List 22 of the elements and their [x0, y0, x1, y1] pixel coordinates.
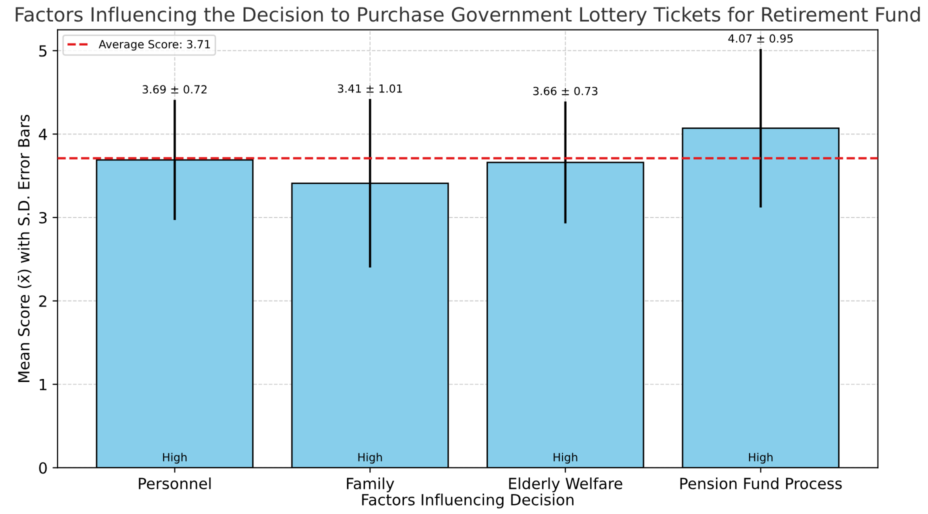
annotation: High: [163, 452, 187, 464]
x-axis-title: Factors Influencing Decision: [362, 494, 574, 508]
legend-label: Average Score: 3.71: [98, 40, 210, 51]
x-tick-label: Pension Fund Process: [680, 477, 842, 490]
annotation: High: [554, 452, 578, 464]
annotation: 3.41 ± 1.01: [338, 84, 402, 93]
y-tick-label: 4: [38, 128, 47, 140]
y-tick-label: 3: [39, 212, 47, 224]
x-tick-label: Personnel: [138, 477, 211, 490]
y-axis-title: Mean Score (x̄) with S.D. Error Bars: [18, 114, 32, 382]
y-tick-label: 0: [39, 462, 47, 474]
annotation: 4.07 ± 0.95: [728, 34, 793, 43]
y-tick-label: 2: [39, 295, 46, 307]
annotation: High: [358, 452, 382, 464]
annotation: High: [749, 452, 773, 464]
y-tick-label: 5: [39, 45, 46, 57]
y-tick-label: 1: [40, 378, 46, 390]
chart-title: Factors Influencing the Decision to Purchase Government Lottery Tickets for Retirement Fund: [16, 6, 920, 26]
annotation: 3.66 ± 0.73: [533, 86, 598, 96]
x-tick-label: Elderly Welfare: [509, 477, 622, 492]
x-tick-label: Family: [346, 477, 394, 492]
annotation: 3.69 ± 0.72: [142, 85, 207, 94]
